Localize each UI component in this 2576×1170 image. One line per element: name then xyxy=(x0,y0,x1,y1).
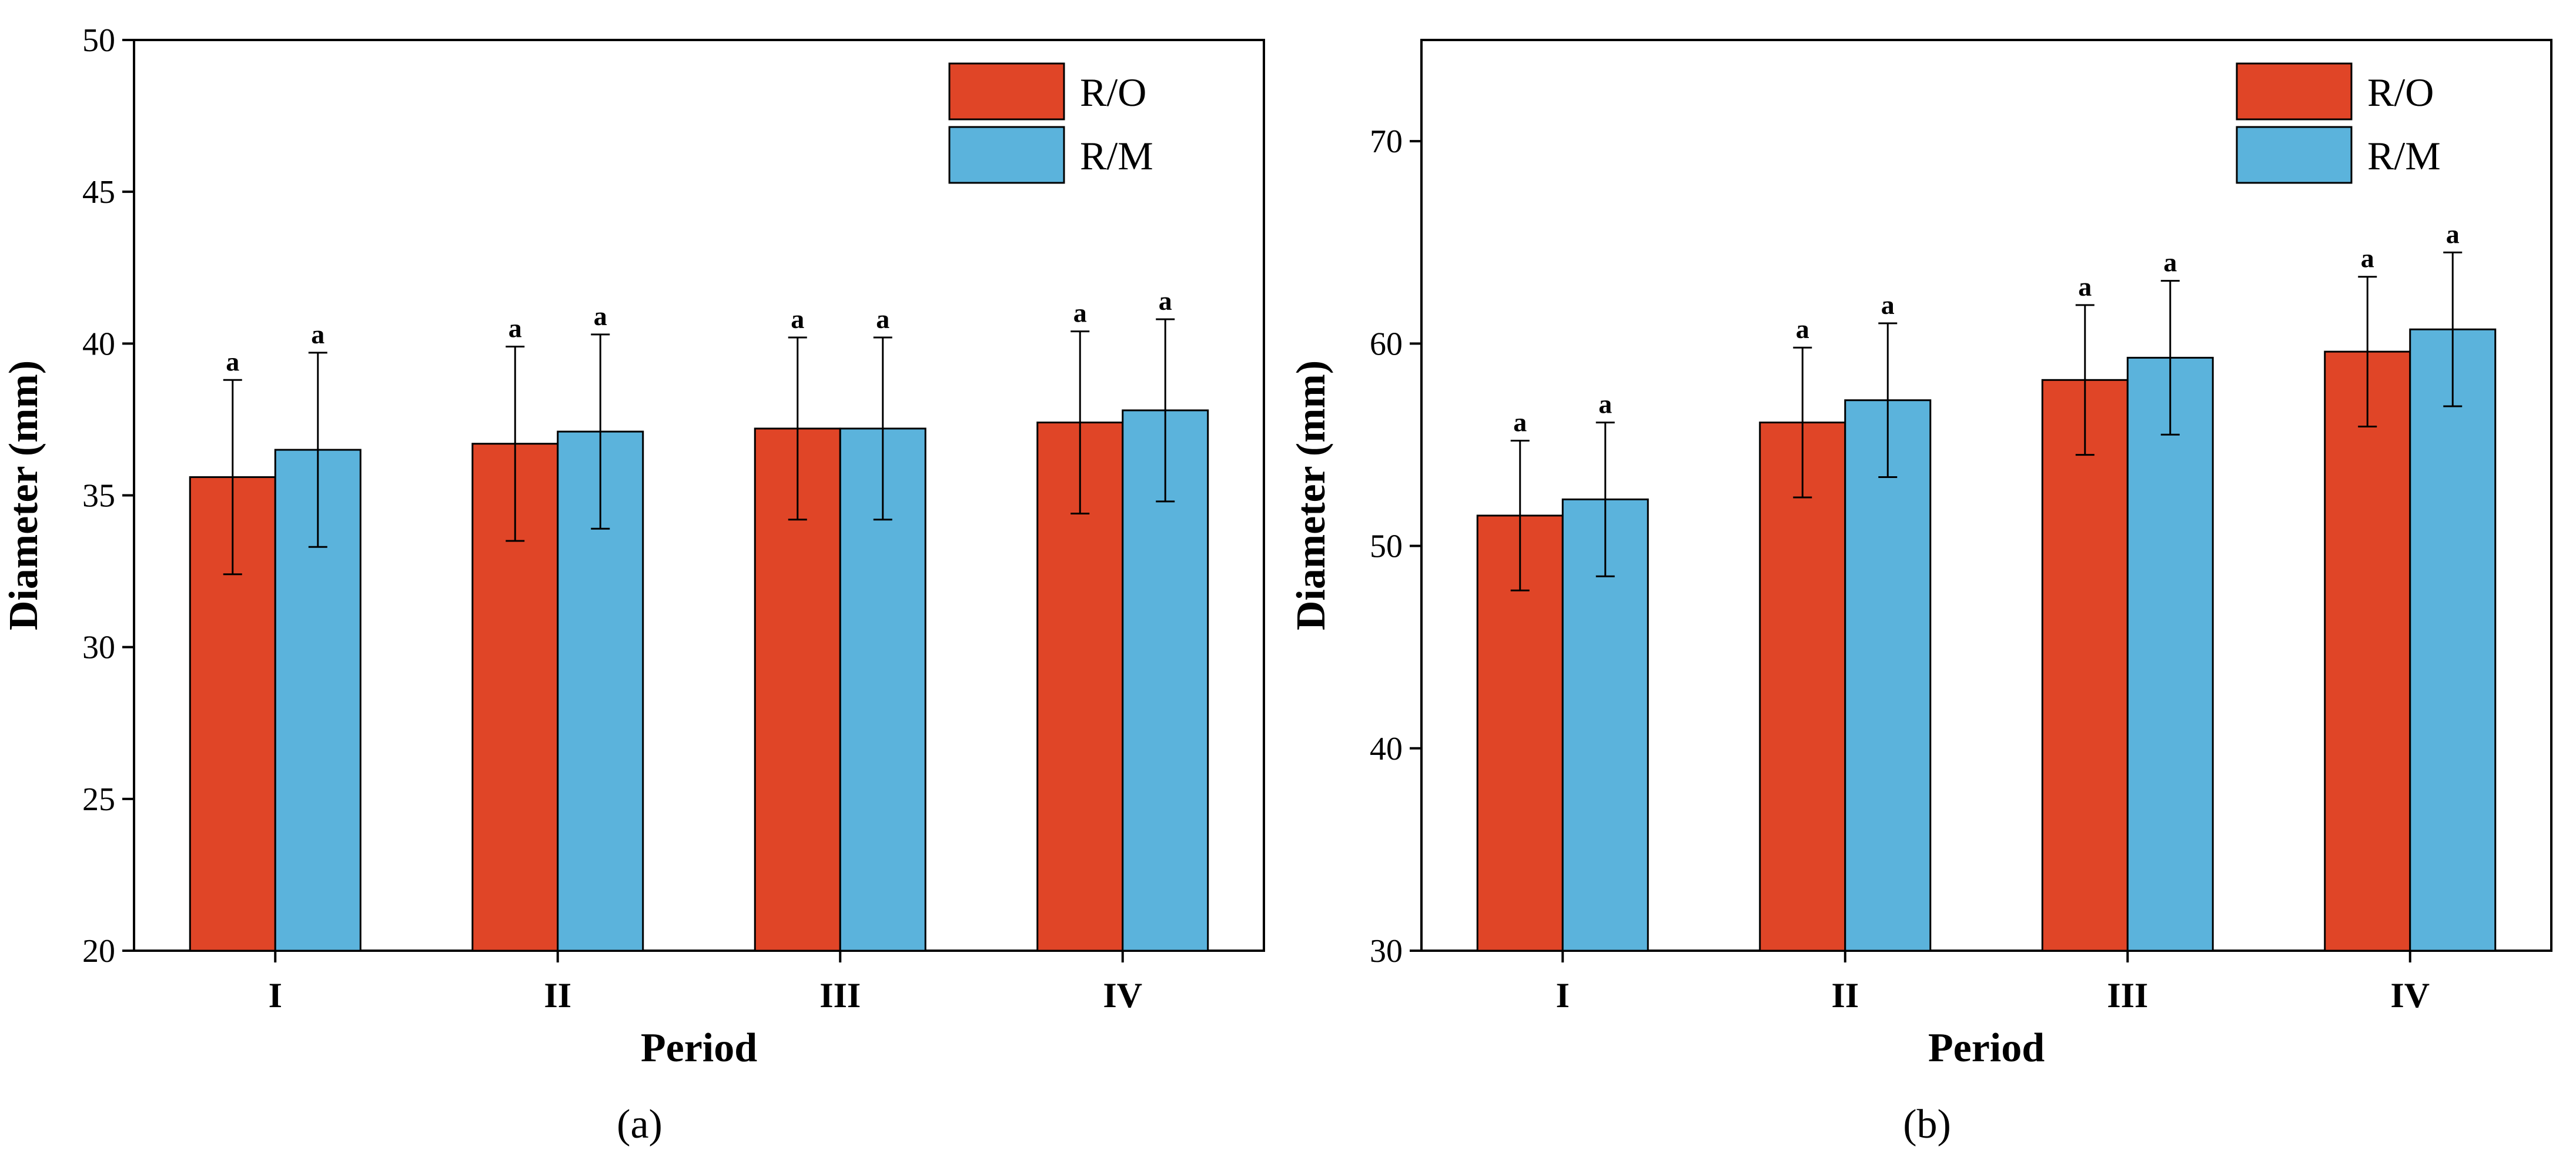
x-tick-label: I xyxy=(1556,976,1570,1015)
y-tick-label: 25 xyxy=(82,781,115,818)
significance-label: a xyxy=(508,313,522,343)
x-tick-label: III xyxy=(2107,976,2148,1015)
legend-swatch-rm xyxy=(2236,126,2353,184)
legend: R/O R/M xyxy=(2236,62,2441,184)
significance-label: a xyxy=(226,346,239,376)
significance-label: a xyxy=(1073,298,1087,328)
significance-label: a xyxy=(1881,290,1895,320)
bar-rm-ii xyxy=(1844,399,1932,952)
x-tick-label: IV xyxy=(2390,976,2430,1015)
significance-label: a xyxy=(2361,243,2374,273)
significance-label: a xyxy=(1159,286,1172,316)
bar-rm-iii xyxy=(2126,356,2214,952)
y-tick-label: 30 xyxy=(82,630,115,666)
bar-ro-iv xyxy=(2324,350,2411,952)
y-tick-label: 30 xyxy=(1370,933,1403,970)
y-axis-title: Diameter (mm) xyxy=(1289,360,1334,630)
legend-label: R/O xyxy=(2367,70,2434,115)
y-tick-label: 20 xyxy=(82,933,115,970)
bar-ro-ii xyxy=(1759,422,1846,952)
x-tick-label: III xyxy=(819,976,861,1015)
y-tick-label: 45 xyxy=(82,174,115,210)
y-tick-label: 60 xyxy=(1370,326,1403,362)
legend-label: R/M xyxy=(2367,133,2441,178)
y-tick-label: 35 xyxy=(82,478,115,514)
chart-panel-b: 30 40 50 60 70 Ia a II a a III a a IV a a Period Diameter… xyxy=(1289,39,2552,1147)
bar-ro-iii xyxy=(2041,379,2129,952)
legend: R/O R/M xyxy=(948,62,1153,184)
panel-label: (a) xyxy=(617,1102,663,1147)
significance-label: a xyxy=(2078,272,2092,302)
significance-label: a xyxy=(311,319,324,349)
x-tick-label: II xyxy=(544,976,571,1015)
plot-area-frame xyxy=(1420,39,2552,952)
x-tick-label: I xyxy=(269,976,282,1015)
legend-label: R/M xyxy=(1080,133,1153,178)
y-axis-title: Diameter (mm) xyxy=(1,360,46,630)
significance-label: a xyxy=(791,304,804,334)
legend-swatch-rm xyxy=(948,126,1065,184)
x-tick-label: IV xyxy=(1103,976,1142,1015)
y-tick-label: 40 xyxy=(1370,731,1403,767)
x-axis-title: Period xyxy=(641,1025,757,1071)
x-tick-label: II xyxy=(1831,976,1859,1015)
y-tick-label: 50 xyxy=(1370,529,1403,565)
significance-label: a xyxy=(594,301,607,331)
bar-ro-i xyxy=(189,476,276,952)
chart-panel-a: 20 25 30 35 40 45 50 Ia a II a a III a a IV a a Period Diam… xyxy=(1,22,1265,1147)
significance-label: a xyxy=(876,304,889,334)
panel-label: (b) xyxy=(1903,1102,1951,1147)
x-axis-title: Period xyxy=(1928,1025,2045,1071)
significance-label: a xyxy=(1598,389,1612,419)
legend-swatch-ro xyxy=(948,62,1065,121)
significance-label: a xyxy=(2446,219,2460,249)
significance-label: a xyxy=(1513,407,1527,437)
significance-label: a xyxy=(1796,314,1809,344)
legend-label: R/O xyxy=(1080,70,1146,115)
legend-swatch-ro xyxy=(2236,62,2353,121)
bar-rm-iv xyxy=(2409,328,2497,952)
y-tick-label: 50 xyxy=(82,22,115,59)
y-tick-label: 40 xyxy=(82,326,115,362)
y-tick-label: 70 xyxy=(1370,123,1403,160)
significance-label: a xyxy=(2163,248,2177,278)
